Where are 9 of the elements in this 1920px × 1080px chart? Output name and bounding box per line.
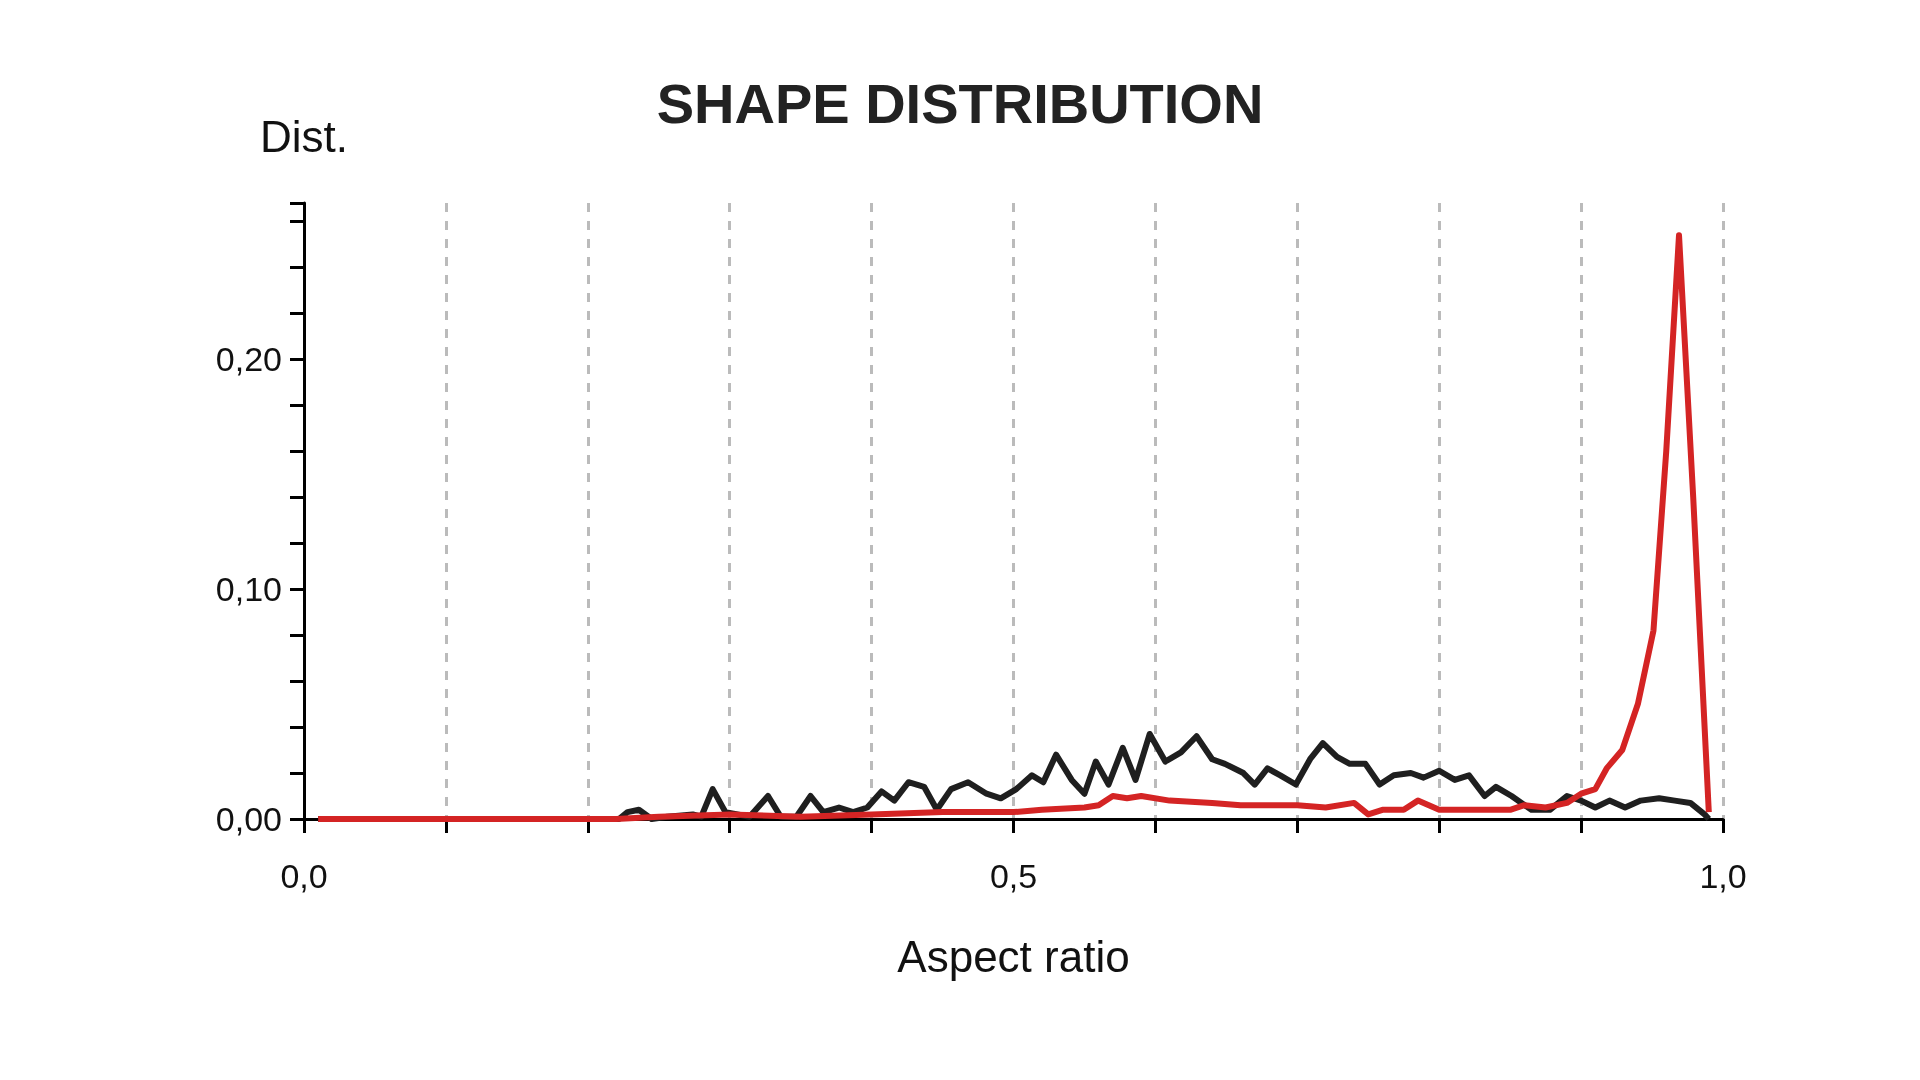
- x-tick-label: 1,0: [1699, 857, 1747, 895]
- y-tick-label: 0,10: [215, 570, 282, 609]
- x-tick-label: 0,5: [989, 857, 1038, 895]
- y-tick-label: 0,20: [215, 340, 282, 379]
- chart-title: SHAPE DISTRIBUTION: [656, 71, 1264, 135]
- x-tick-label: 0,0: [280, 857, 328, 895]
- y-tick-label: 0,00: [215, 800, 282, 838]
- y-axis-title: Dist.: [260, 111, 348, 161]
- x-axis-title: Aspect ratio: [897, 931, 1130, 981]
